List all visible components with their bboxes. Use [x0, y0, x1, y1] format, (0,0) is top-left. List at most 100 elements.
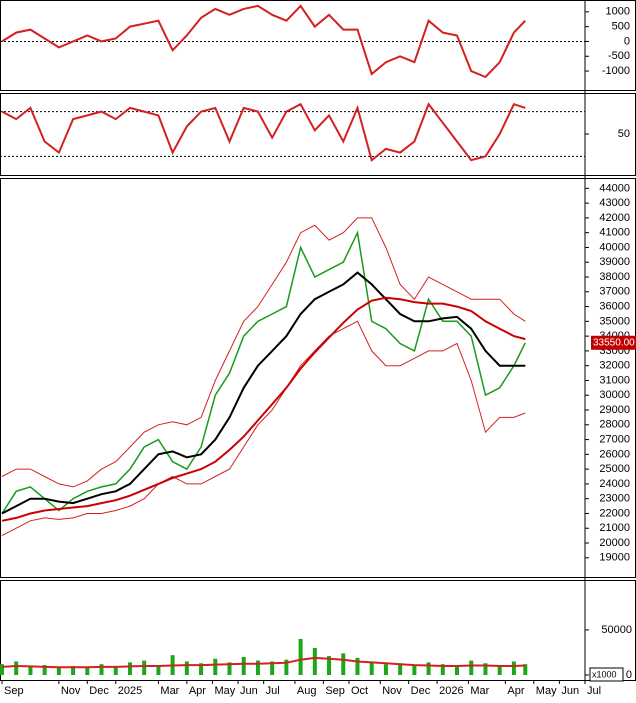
volume-bar	[483, 663, 488, 675]
y-tick-label: 0	[626, 669, 632, 681]
x-tick-label: Sep	[325, 685, 345, 697]
y-tick-label: 26000	[599, 448, 630, 460]
volume-bar	[213, 658, 218, 675]
y-tick-label: 38000	[599, 271, 630, 283]
y-tick-label: 36000	[599, 300, 630, 312]
y-tick-label: 50000	[601, 624, 632, 636]
y-tick-label: 500	[612, 21, 630, 33]
volume-bar	[383, 664, 388, 675]
volume-bar	[511, 661, 516, 675]
panel-frame	[0, 580, 636, 681]
x-tick-label: Dec	[411, 685, 431, 697]
y-tick-label: 25000	[599, 463, 630, 475]
volume-bar	[426, 662, 431, 675]
volume-bar	[127, 662, 132, 675]
volume-bar	[398, 663, 403, 675]
volume-bar	[327, 656, 332, 675]
volume-bar	[255, 660, 260, 675]
y-tick-label: 28000	[599, 419, 630, 431]
volume-bar	[369, 661, 374, 675]
y-tick-label: 43000	[599, 197, 630, 209]
price-tag: 33550.00	[593, 337, 635, 348]
y-tick-label: 21000	[599, 522, 630, 534]
y-tick-label: 41000	[599, 227, 630, 239]
volume-bar	[241, 656, 246, 675]
y-tick-label: 37000	[599, 286, 630, 298]
panel-frame	[0, 178, 636, 578]
series-line	[1, 296, 526, 522]
unit-label: x1000	[592, 669, 617, 679]
unit-box	[589, 667, 624, 682]
volume-bar	[42, 665, 47, 675]
volume-bar	[523, 664, 528, 675]
y-tick-label: 44000	[599, 182, 630, 194]
volume-bar	[85, 666, 90, 675]
volume-bar	[455, 665, 460, 675]
y-tick-label: 40000	[599, 241, 630, 253]
series-line	[1, 230, 526, 514]
x-tick-label: Apr	[507, 685, 524, 697]
series-line	[1, 271, 526, 515]
x-tick-label: Jul	[587, 685, 601, 697]
y-tick-label: -500	[608, 50, 630, 62]
volume-bar	[440, 664, 445, 675]
y-tick-label: 35000	[599, 315, 630, 327]
x-tick-label: Mar	[470, 685, 489, 697]
volume-bar	[56, 667, 61, 675]
series-line	[1, 102, 526, 162]
volume-bar	[156, 665, 161, 675]
series-line	[1, 217, 526, 488]
volume-bar	[184, 661, 189, 675]
x-tick-label: 2025	[118, 685, 142, 697]
volume-bar	[284, 659, 289, 675]
y-tick-label: 42000	[599, 212, 630, 224]
volume-bar	[28, 666, 33, 675]
volume-bar	[142, 660, 147, 675]
y-tick-label: 19000	[599, 552, 630, 564]
y-tick-label: 31000	[599, 374, 630, 386]
x-tick-label: Jun	[561, 685, 579, 697]
volume-bar	[355, 657, 360, 675]
y-tick-label: 22000	[599, 507, 630, 519]
x-tick-label: Jul	[266, 685, 280, 697]
x-tick-label: Mar	[160, 685, 179, 697]
volume-bar	[341, 653, 346, 675]
price-tag-bg	[591, 335, 636, 350]
x-tick-label: 2026	[439, 685, 463, 697]
panel-frame	[0, 93, 636, 176]
x-tick-label: Oct	[351, 685, 368, 697]
y-tick-label: 29000	[599, 404, 630, 416]
series-line	[1, 4, 527, 79]
y-tick-label: 0	[624, 35, 630, 47]
volume-bar	[497, 665, 502, 675]
volume-bar	[412, 665, 417, 675]
series-line	[1, 656, 526, 669]
x-tick-label: Aug	[297, 685, 317, 697]
x-tick-label: Dec	[89, 685, 109, 697]
volume-bar	[298, 638, 303, 675]
volume-bar	[312, 647, 317, 675]
y-tick-label: 24000	[599, 478, 630, 490]
volume-bar	[270, 661, 275, 675]
y-tick-label: -1000	[602, 65, 630, 77]
y-tick-label: 39000	[599, 256, 630, 268]
volume-bar	[469, 660, 474, 675]
y-tick-label: 32000	[599, 360, 630, 372]
volume-bar	[0, 664, 4, 675]
y-tick-label: 1000	[606, 6, 630, 18]
volume-bar	[227, 662, 232, 675]
x-tick-label: Sep	[4, 685, 24, 697]
y-tick-label: 20000	[599, 537, 630, 549]
panel-frame	[0, 0, 636, 91]
volume-bar	[99, 664, 104, 675]
y-tick-label: 27000	[599, 433, 630, 445]
y-tick-label: 50	[618, 128, 630, 140]
x-tick-label: Apr	[189, 685, 206, 697]
volume-bar	[113, 665, 118, 675]
volume-bar	[199, 663, 204, 675]
x-tick-label: Nov	[382, 685, 402, 697]
y-tick-label: 23000	[599, 493, 630, 505]
volume-bar	[71, 665, 76, 675]
series-line	[1, 320, 526, 537]
